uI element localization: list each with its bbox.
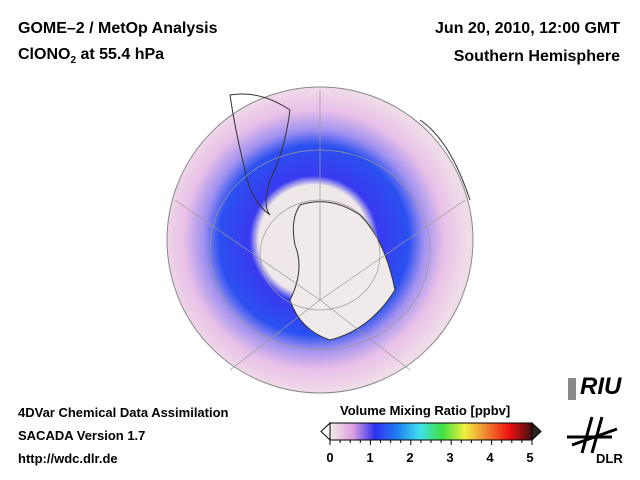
dlr-label: DLR (596, 451, 623, 466)
graticule (174, 90, 466, 371)
colorbar-tick: 0 (326, 450, 334, 465)
datetime: Jun 20, 2010, 12:00 GMT (435, 20, 620, 37)
title: GOME–2 / MetOp Analysis (18, 20, 218, 37)
footer-link[interactable]: http://wdc.dlr.de (18, 451, 118, 466)
region: Southern Hemisphere (453, 48, 620, 65)
colorbar-min-arrow (320, 421, 331, 442)
species-title: ClONO2 at 55.4 hPa (18, 46, 164, 66)
footer-line2: SACADA Version 1.7 (18, 428, 146, 443)
colorbar-label: Volume Mixing Ratio [ppbv] (340, 403, 511, 418)
riu-tower-icon (568, 378, 576, 400)
pressure-level: at 55.4 hPa (76, 46, 165, 63)
antarctica (289, 201, 396, 341)
colorbar-tick: 2 (406, 450, 414, 465)
south-america (229, 93, 291, 216)
species-subscript: 2 (70, 55, 77, 67)
species-name: ClONO (18, 46, 71, 63)
colorbar-tick: 4 (486, 450, 494, 465)
colorbar-tick: 3 (446, 450, 454, 465)
colorbar-tick: 1 (366, 450, 374, 465)
colorbar-tick: 5 (526, 450, 534, 465)
riu-logo: RIU (580, 373, 622, 400)
africa-coast (419, 119, 471, 201)
colorbar-gradient (329, 422, 533, 441)
footer-line1: 4DVar Chemical Data Assimilation (18, 405, 229, 420)
colorbar (320, 421, 542, 445)
dlr-logo-icon (567, 416, 618, 454)
colorbar-max-arrow (531, 421, 542, 442)
